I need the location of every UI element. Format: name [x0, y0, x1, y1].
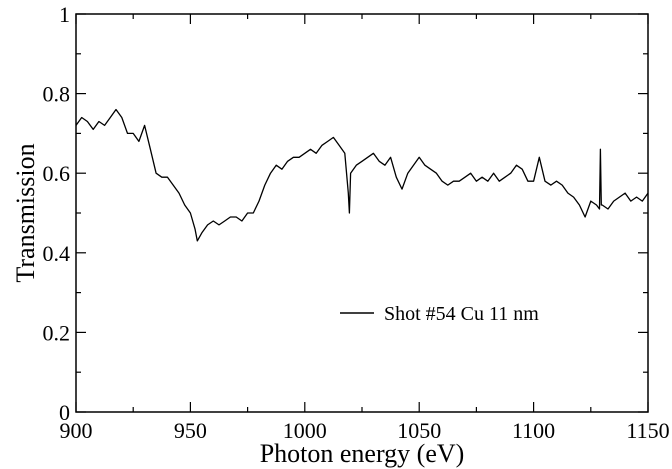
series-layer: [75, 108, 649, 242]
y-tick-label: 0.4: [43, 241, 71, 266]
plot-frame: [75, 13, 649, 413]
x-tick-label: 900: [60, 418, 93, 443]
y-tick-label: 0.8: [43, 82, 71, 107]
legend: Shot #54 Cu 11 nm: [340, 303, 539, 325]
y-tick-label: 0.6: [43, 161, 71, 186]
axes-layer: 900 950 1000 1050 1100 1150 0 0.2 0.4 0.6 0.8 1: [43, 2, 670, 443]
x-tick-label: 1050: [397, 418, 441, 443]
y-tick-label: 1: [59, 2, 70, 27]
y-tick-label: 0: [59, 400, 70, 425]
y-tick-label: 0.2: [43, 320, 71, 345]
x-tick-label: 1100: [512, 418, 555, 443]
x-tick-label: 950: [174, 418, 207, 443]
x-tick-label: 1000: [283, 418, 327, 443]
x-tick-label: 1150: [626, 418, 669, 443]
legend-label: Shot #54 Cu 11 nm: [384, 303, 539, 325]
x-axis-title: Photon energy (eV): [260, 439, 465, 468]
y-axis-title: Transmission: [11, 143, 40, 282]
series-line: [75, 108, 649, 242]
